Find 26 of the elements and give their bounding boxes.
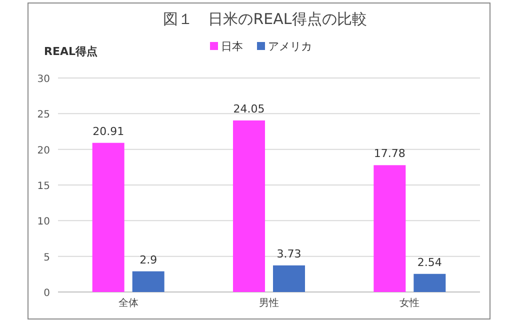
bar bbox=[414, 274, 446, 292]
data-label: 17.78 bbox=[374, 147, 406, 160]
legend-label: 日本 bbox=[221, 40, 243, 53]
legend-label: アメリカ bbox=[268, 40, 312, 53]
bar bbox=[92, 142, 124, 292]
data-label: 24.05 bbox=[233, 102, 265, 116]
data-label: 2.54 bbox=[417, 256, 442, 269]
bar bbox=[233, 120, 265, 292]
y-tick-label: 30 bbox=[37, 74, 50, 85]
bar bbox=[273, 265, 305, 292]
bar bbox=[132, 271, 164, 292]
x-tick-label: 男性 bbox=[259, 297, 279, 309]
data-label: 2.9 bbox=[140, 253, 158, 266]
y-tick-label: 25 bbox=[37, 110, 50, 121]
chart-title: 図１ 日米のREAL得点の比較 bbox=[163, 10, 367, 28]
x-tick-label: 女性 bbox=[400, 297, 420, 309]
y-tick-label: 10 bbox=[37, 216, 50, 228]
data-label: 3.73 bbox=[276, 247, 302, 260]
y-tick-label: 5 bbox=[44, 252, 50, 264]
y-axis-title: REAL得点 bbox=[44, 45, 98, 58]
x-tick-label: 全体 bbox=[118, 297, 138, 309]
data-label: 20.91 bbox=[92, 124, 124, 138]
y-tick-label: 0 bbox=[44, 288, 50, 299]
y-tick-label: 15 bbox=[37, 181, 50, 192]
y-tick-label: 20 bbox=[37, 145, 50, 156]
bar bbox=[374, 165, 406, 292]
